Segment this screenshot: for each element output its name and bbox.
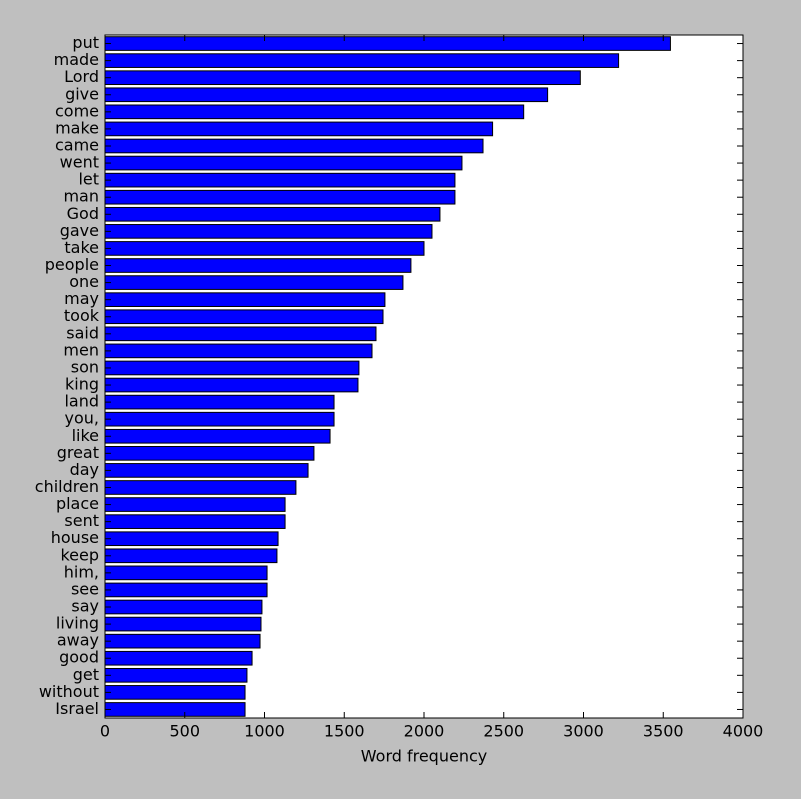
bar (104, 258, 412, 273)
x-tick-label: 2500 (483, 722, 524, 741)
bar (104, 224, 433, 239)
x-tick-label: 3500 (643, 722, 684, 741)
x-axis-label: Word frequency (361, 747, 487, 766)
y-tick-label: without (39, 682, 99, 701)
bar (104, 514, 286, 529)
bar (104, 377, 359, 393)
bar (104, 189, 456, 205)
bar (104, 292, 386, 307)
x-tick-label: 3000 (563, 722, 604, 741)
bar (104, 104, 525, 120)
y-tick-label: son (71, 357, 99, 376)
plot-area (105, 35, 743, 718)
y-tick-label: you, (65, 409, 99, 428)
y-tick-label: Lord (64, 67, 99, 86)
bar (104, 685, 246, 700)
bar (104, 206, 441, 222)
bar (104, 446, 315, 461)
y-tick-label: came (55, 135, 99, 154)
bar (104, 121, 494, 137)
y-tick-label: sent (64, 511, 99, 530)
y-tick-label: gave (60, 221, 99, 240)
y-tick-label: man (63, 187, 99, 206)
bar (104, 565, 268, 581)
y-tick-label: made (54, 50, 99, 69)
y-tick-label: took (64, 306, 100, 325)
bar (104, 667, 248, 683)
bar (104, 582, 268, 598)
y-tick-label: living (56, 614, 99, 633)
y-tick-label: let (78, 170, 99, 189)
y-tick-label: one (69, 272, 99, 291)
y-tick-label: land (64, 392, 99, 411)
y-tick-label: great (57, 443, 99, 462)
bar (104, 411, 335, 427)
y-tick-label: people (45, 255, 99, 274)
bar (104, 394, 335, 410)
y-tick-label: take (64, 238, 99, 257)
bar (104, 531, 279, 547)
y-tick-label: keep (60, 545, 99, 564)
y-tick-label: went (60, 153, 99, 172)
bar (104, 53, 620, 68)
bar (104, 599, 263, 615)
bar (104, 309, 384, 325)
y-tick-label: house (51, 528, 99, 547)
bar (104, 36, 671, 51)
bar (104, 360, 360, 376)
y-tick-label: make (55, 118, 99, 137)
y-tick-label: say (71, 597, 99, 616)
y-tick-label: see (71, 579, 99, 598)
y-tick-label: God (67, 204, 99, 223)
y-tick-label: men (63, 340, 99, 359)
y-tick-label: day (70, 460, 99, 479)
bar (104, 548, 278, 564)
bar (104, 616, 262, 632)
y-tick-label: him, (64, 562, 99, 581)
x-tick-label: 2000 (404, 722, 445, 741)
y-tick-label: give (65, 84, 99, 103)
bar (104, 343, 373, 359)
y-tick-label: good (59, 648, 99, 667)
bar (104, 275, 404, 290)
bar (104, 480, 297, 495)
bar (104, 87, 549, 103)
y-tick-label: king (65, 375, 99, 394)
y-tick-label: may (64, 289, 99, 308)
bar (104, 241, 425, 256)
bar (104, 650, 253, 666)
y-tick-label: place (56, 494, 99, 513)
bar (104, 155, 463, 171)
y-tick-label: like (72, 426, 99, 445)
y-tick-label: put (72, 33, 99, 52)
x-tick-label: 1000 (244, 722, 285, 741)
bar (104, 70, 581, 86)
y-tick-label: come (55, 101, 99, 120)
bar (104, 428, 331, 444)
bar (104, 172, 456, 188)
y-tick-label: away (57, 631, 99, 650)
bar (104, 326, 377, 342)
bar (104, 463, 309, 478)
bar (104, 497, 286, 512)
x-tick-label: 1500 (324, 722, 365, 741)
bar (104, 633, 261, 649)
bar (104, 702, 246, 717)
y-tick-label: Israel (55, 699, 99, 718)
x-tick-label: 0 (100, 722, 110, 741)
y-tick-label: children (35, 477, 99, 496)
y-tick-label: said (66, 323, 99, 342)
x-tick-label: 4000 (723, 722, 764, 741)
bar (104, 138, 484, 154)
x-tick-label: 500 (169, 722, 200, 741)
y-tick-label: get (73, 665, 99, 684)
